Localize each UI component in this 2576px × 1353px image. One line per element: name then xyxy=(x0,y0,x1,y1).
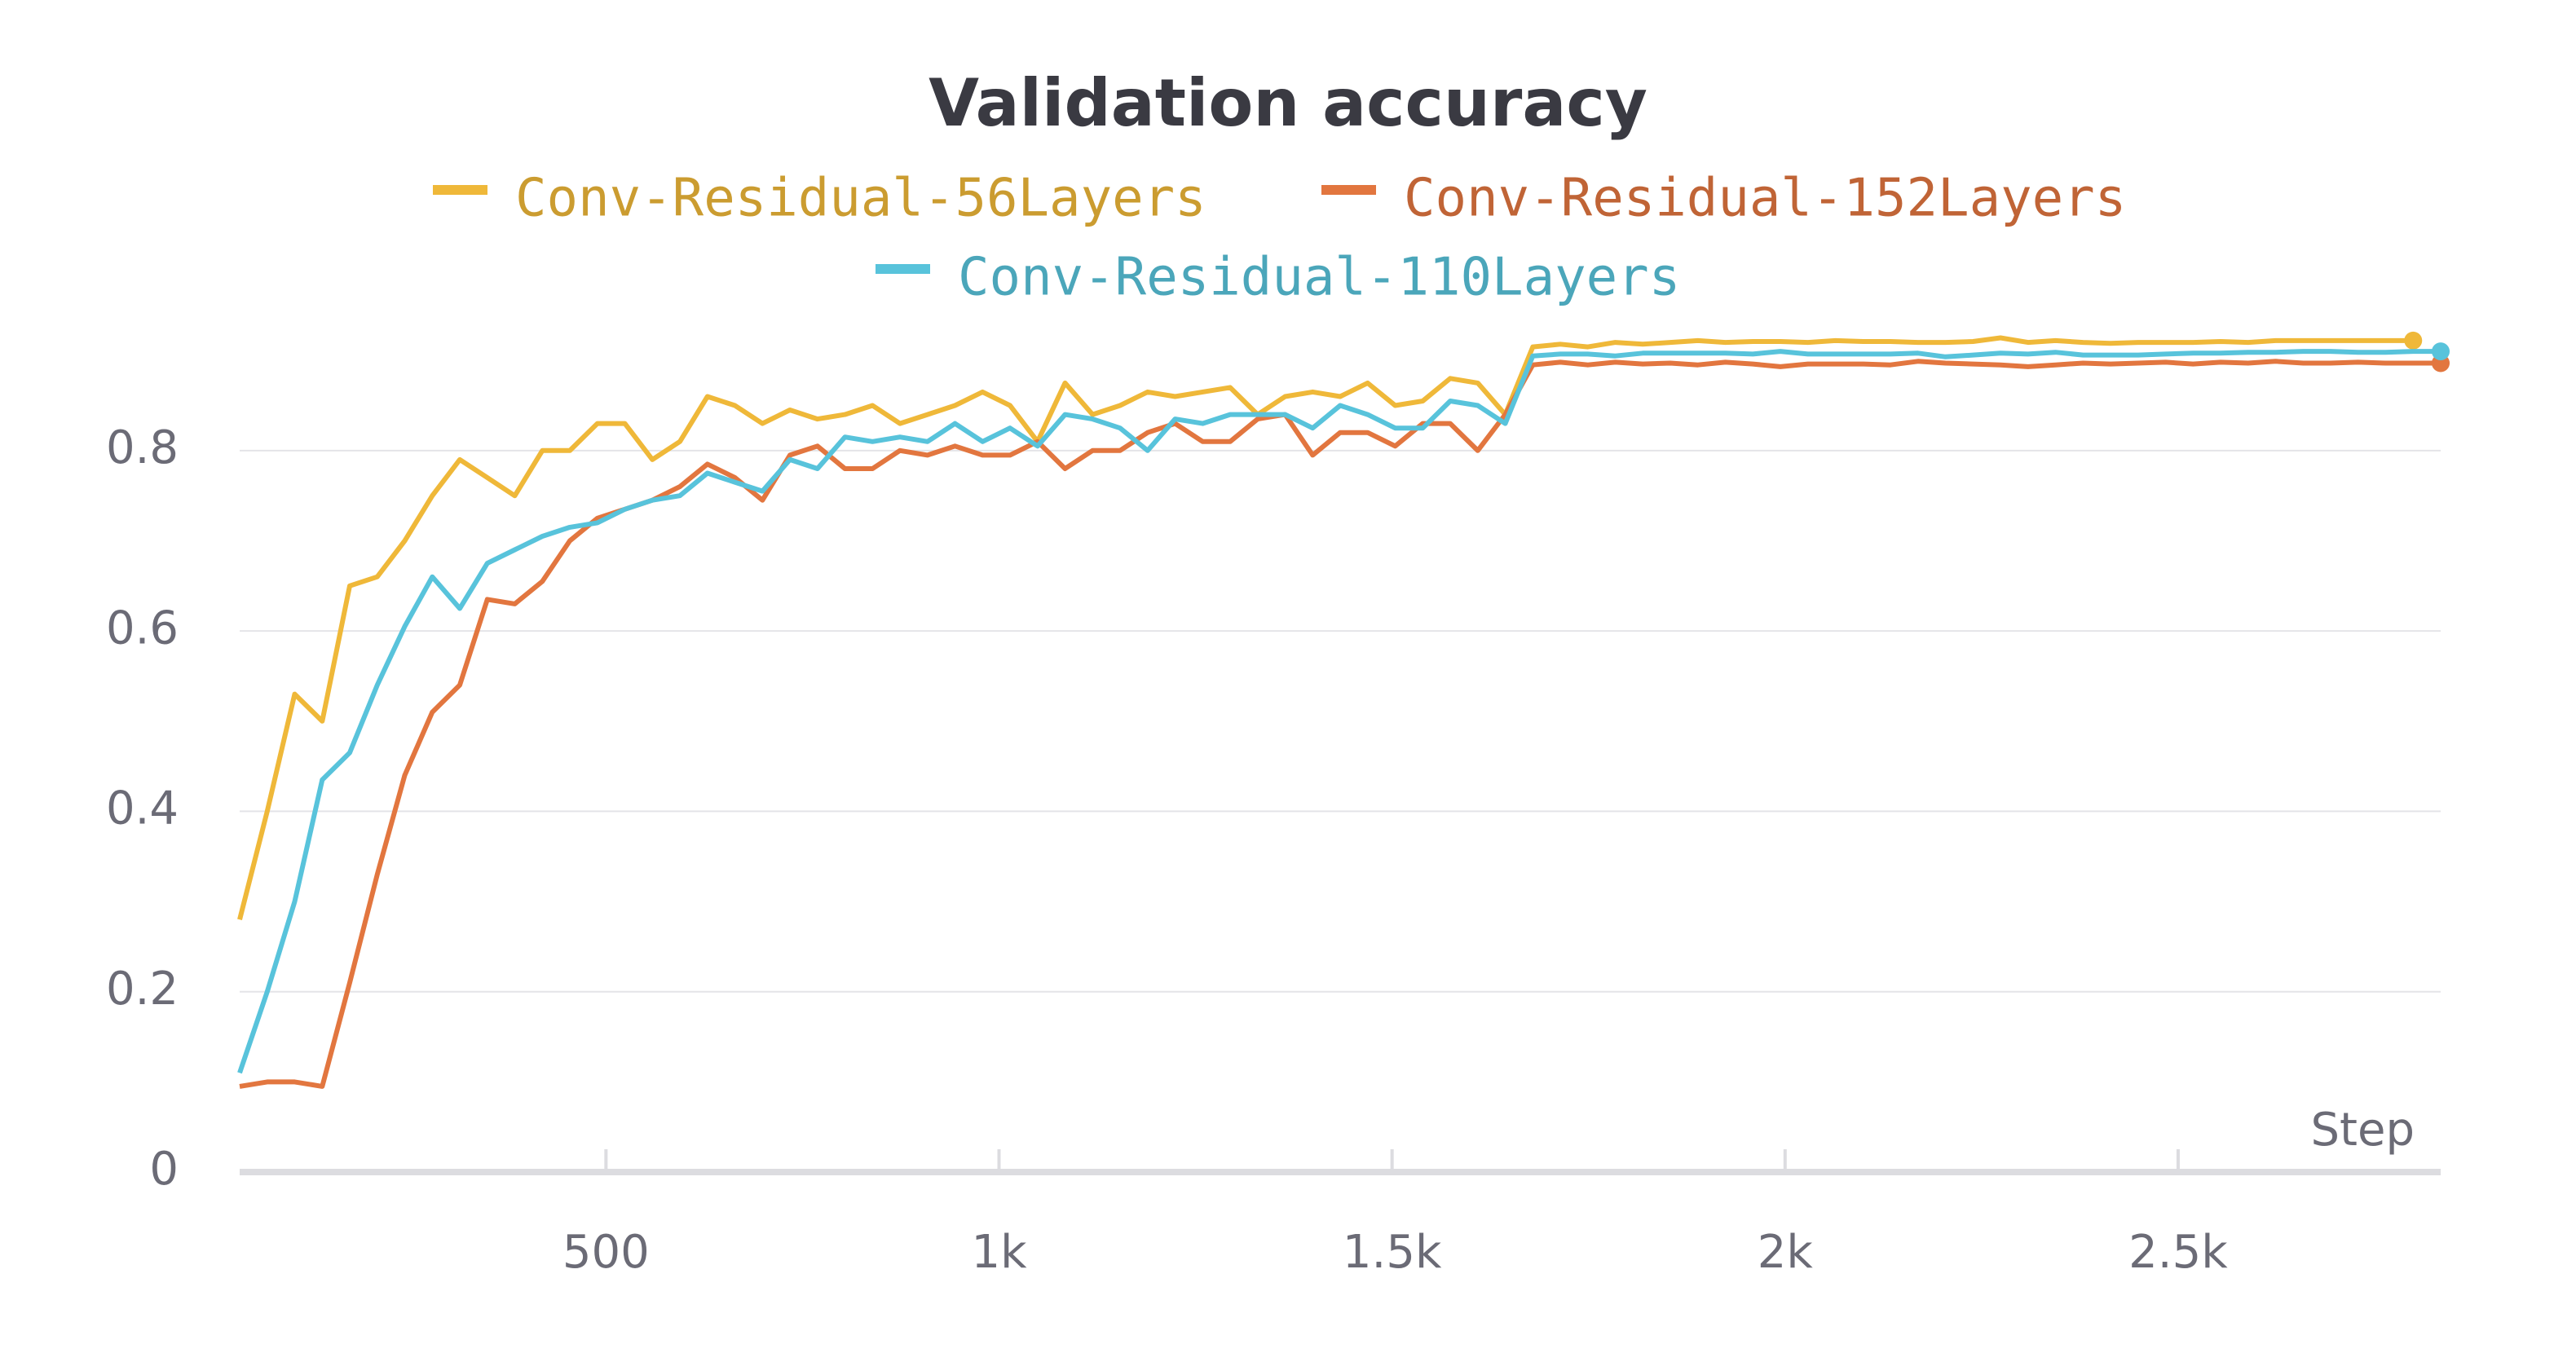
y-tick-label: 0.4 xyxy=(106,782,179,835)
y-tick-label: 0.2 xyxy=(106,963,179,1016)
series-line xyxy=(237,349,2441,1074)
x-tick-label: 1.5k xyxy=(1343,1226,1442,1279)
series-line xyxy=(237,335,2414,920)
end-point xyxy=(2432,342,2450,361)
legend-label: Conv-Residual-152Layers xyxy=(1404,169,2126,229)
y-tick-label: 0.8 xyxy=(106,421,179,474)
chart-title: Validation accuracy xyxy=(929,65,1647,141)
y-tick-label: 0 xyxy=(149,1143,179,1196)
x-tick-label: 500 xyxy=(562,1226,650,1279)
series-line xyxy=(239,359,2441,1089)
x-tick-label: 1k xyxy=(971,1226,1027,1279)
x-tick-label: 2k xyxy=(1758,1226,1814,1279)
legend-label: Conv-Residual-56Layers xyxy=(515,169,1206,229)
x-tick-label: 2.5k xyxy=(2128,1226,2228,1279)
end-point xyxy=(2404,331,2423,350)
x-axis-label: Step xyxy=(2310,1104,2415,1157)
legend-label: Conv-Residual-110Layers xyxy=(958,248,1680,308)
y-tick-label: 0.6 xyxy=(106,602,179,654)
